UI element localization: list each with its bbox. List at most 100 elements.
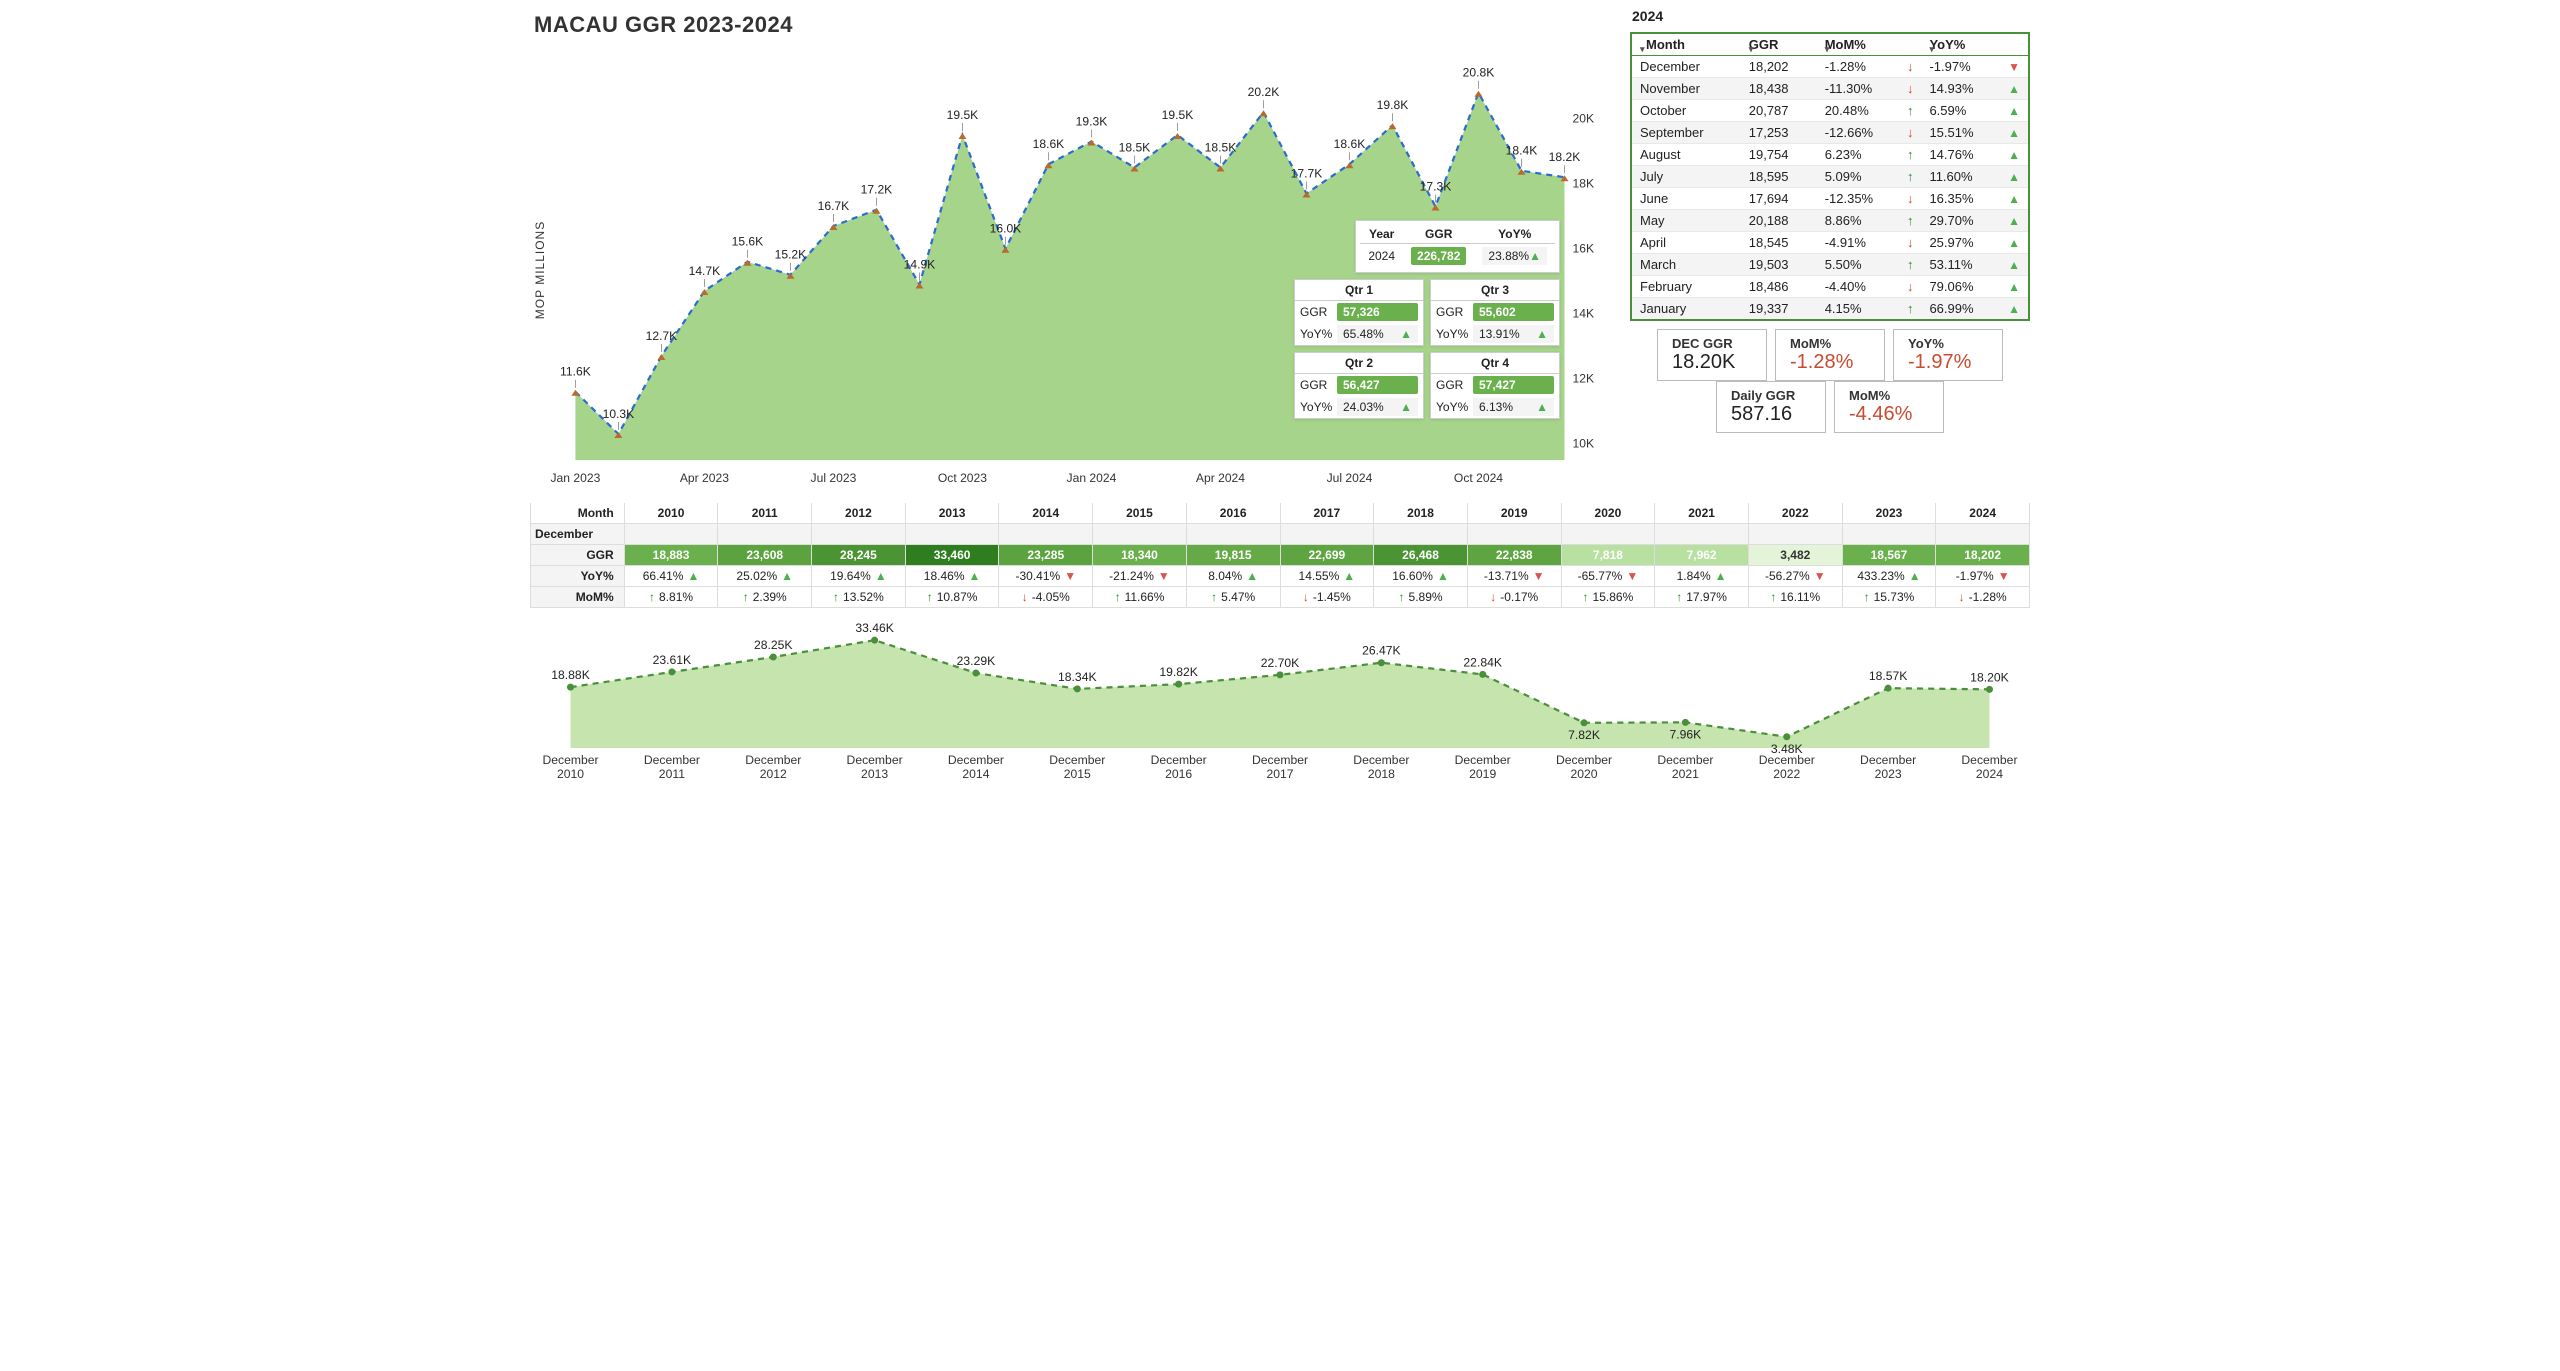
- svg-text:12K: 12K: [1573, 372, 1595, 386]
- kpi-card: MoM%-4.46%: [1834, 381, 1944, 433]
- quarter-cards: Qtr 1GGR57,326YoY%65.48%▲Qtr 3GGR55,602Y…: [1294, 279, 1560, 419]
- svg-text:Jan 2024: Jan 2024: [1067, 471, 1117, 485]
- month-table-row: May20,1888.86%↑29.70%▲: [1631, 210, 2029, 232]
- month-table-row: January19,3374.15%↑66.99%▲: [1631, 298, 2029, 321]
- svg-text:17.2K: 17.2K: [861, 183, 893, 197]
- svg-text:14K: 14K: [1573, 307, 1595, 321]
- svg-text:December: December: [1151, 753, 1207, 767]
- svg-text:December: December: [1657, 753, 1713, 767]
- svg-text:19.82K: 19.82K: [1159, 665, 1198, 679]
- svg-text:26.47K: 26.47K: [1362, 644, 1401, 658]
- svg-text:18.6K: 18.6K: [1334, 137, 1366, 151]
- quarter-card: Qtr 3GGR55,602YoY%13.91%▲: [1430, 279, 1560, 346]
- svg-text:December: December: [1556, 753, 1612, 767]
- svg-text:18K: 18K: [1573, 177, 1595, 191]
- svg-text:2017: 2017: [1266, 767, 1293, 781]
- kpi-card: MoM%-1.28%: [1775, 329, 1885, 381]
- month-table-row: December18,202-1.28%↓-1.97%▼: [1631, 56, 2029, 78]
- year-card-header-yoy: YoY%: [1474, 225, 1555, 244]
- svg-text:2023: 2023: [1875, 767, 1902, 781]
- svg-text:16.7K: 16.7K: [818, 199, 850, 213]
- svg-text:17.3K: 17.3K: [1420, 180, 1452, 194]
- svg-text:December: December: [1860, 753, 1916, 767]
- svg-text:10.3K: 10.3K: [603, 407, 635, 421]
- svg-text:22.70K: 22.70K: [1261, 656, 1300, 670]
- monthly-table[interactable]: MonthGGRMoM%YoY% December18,202-1.28%↓-1…: [1630, 32, 2030, 321]
- svg-text:20.8K: 20.8K: [1463, 66, 1495, 80]
- svg-text:Oct 2024: Oct 2024: [1454, 471, 1503, 485]
- dec-year-header: 2017: [1280, 503, 1374, 524]
- dec-year-header: 2013: [905, 503, 999, 524]
- svg-text:11.6K: 11.6K: [560, 365, 591, 379]
- svg-text:2024: 2024: [1976, 767, 2003, 781]
- svg-text:December: December: [1961, 753, 2017, 767]
- overlay-cards: Year GGR YoY% 2024 226,782 23.88%▲ Qtr 1…: [1294, 220, 1560, 419]
- svg-text:December: December: [948, 753, 1004, 767]
- month-table-header[interactable]: GGR: [1741, 33, 1817, 56]
- svg-text:18.2K: 18.2K: [1549, 150, 1581, 164]
- year-card-ggr: 226,782: [1411, 247, 1466, 265]
- december-history-table: Month20102011201220132014201520162017201…: [530, 503, 2030, 608]
- svg-text:17.7K: 17.7K: [1291, 167, 1323, 181]
- svg-text:2012: 2012: [760, 767, 787, 781]
- svg-text:MOP MILLIONS: MOP MILLIONS: [533, 221, 547, 319]
- svg-text:14.9K: 14.9K: [904, 258, 936, 272]
- right-year-label: 2024: [1630, 8, 2030, 24]
- svg-text:18.88K: 18.88K: [551, 668, 590, 682]
- svg-text:2013: 2013: [861, 767, 888, 781]
- svg-text:15.6K: 15.6K: [732, 235, 764, 249]
- svg-text:Jan 2023: Jan 2023: [551, 471, 601, 485]
- quarter-card: Qtr 2GGR56,427YoY%24.03%▲: [1294, 352, 1424, 419]
- svg-text:2016: 2016: [1165, 767, 1192, 781]
- svg-text:December: December: [1353, 753, 1409, 767]
- month-table-header[interactable]: Month: [1631, 33, 1741, 56]
- dec-year-header: 2016: [1186, 503, 1280, 524]
- dec-year-header: 2020: [1561, 503, 1655, 524]
- year-card-yoy: 23.88%▲: [1482, 247, 1547, 265]
- month-table-row: October20,78720.48%↑6.59%▲: [1631, 100, 2029, 122]
- svg-text:19.3K: 19.3K: [1076, 115, 1108, 129]
- svg-text:23.29K: 23.29K: [957, 654, 996, 668]
- svg-text:16K: 16K: [1573, 242, 1595, 256]
- svg-text:2021: 2021: [1672, 767, 1699, 781]
- svg-text:33.46K: 33.46K: [855, 621, 894, 635]
- svg-text:Apr 2023: Apr 2023: [680, 471, 729, 485]
- svg-text:28.25K: 28.25K: [754, 638, 793, 652]
- month-table-row: June17,694-12.35%↓16.35%▲: [1631, 188, 2029, 210]
- dec-year-header: 2021: [1655, 503, 1749, 524]
- dec-year-header: 2019: [1467, 503, 1561, 524]
- svg-text:2010: 2010: [557, 767, 584, 781]
- svg-text:7.96K: 7.96K: [1670, 727, 1702, 741]
- svg-text:18.5K: 18.5K: [1119, 141, 1151, 155]
- dec-year-header: 2010: [624, 503, 718, 524]
- svg-text:16.0K: 16.0K: [990, 222, 1022, 236]
- month-table-header[interactable]: MoM%: [1817, 33, 1922, 56]
- month-table-header[interactable]: YoY%: [1921, 33, 2029, 56]
- svg-text:18.4K: 18.4K: [1506, 144, 1538, 158]
- svg-text:December: December: [847, 753, 903, 767]
- year-card-header-year: Year: [1360, 225, 1403, 244]
- svg-text:10K: 10K: [1573, 437, 1595, 451]
- dec-year-header: 2011: [718, 503, 812, 524]
- svg-text:Oct 2023: Oct 2023: [938, 471, 987, 485]
- dec-year-header: 2023: [1842, 503, 1936, 524]
- kpi-cards: DEC GGR18.20KMoM%-1.28%YoY%-1.97%Daily G…: [1630, 329, 2030, 433]
- kpi-card: Daily GGR587.16: [1716, 381, 1826, 433]
- svg-text:20K: 20K: [1573, 112, 1595, 126]
- svg-text:18.6K: 18.6K: [1033, 137, 1065, 151]
- page-title: MACAU GGR 2023-2024: [534, 12, 1620, 38]
- dec-year-header: 2014: [999, 503, 1093, 524]
- svg-text:Jul 2024: Jul 2024: [1327, 471, 1373, 485]
- svg-text:2022: 2022: [1773, 767, 1800, 781]
- month-table-row: July18,5955.09%↑11.60%▲: [1631, 166, 2029, 188]
- svg-text:December: December: [542, 753, 598, 767]
- december-chart-svg: 18.88KDecember201023.61KDecember201128.2…: [530, 612, 2030, 782]
- svg-text:7.82K: 7.82K: [1568, 728, 1600, 742]
- svg-text:December: December: [1049, 753, 1105, 767]
- month-table-row: August19,7546.23%↑14.76%▲: [1631, 144, 2029, 166]
- year-card-year: 2024: [1360, 244, 1403, 269]
- svg-text:19.5K: 19.5K: [947, 108, 979, 122]
- svg-text:18.20K: 18.20K: [1970, 670, 2009, 684]
- svg-text:2011: 2011: [659, 767, 685, 781]
- svg-text:December: December: [745, 753, 801, 767]
